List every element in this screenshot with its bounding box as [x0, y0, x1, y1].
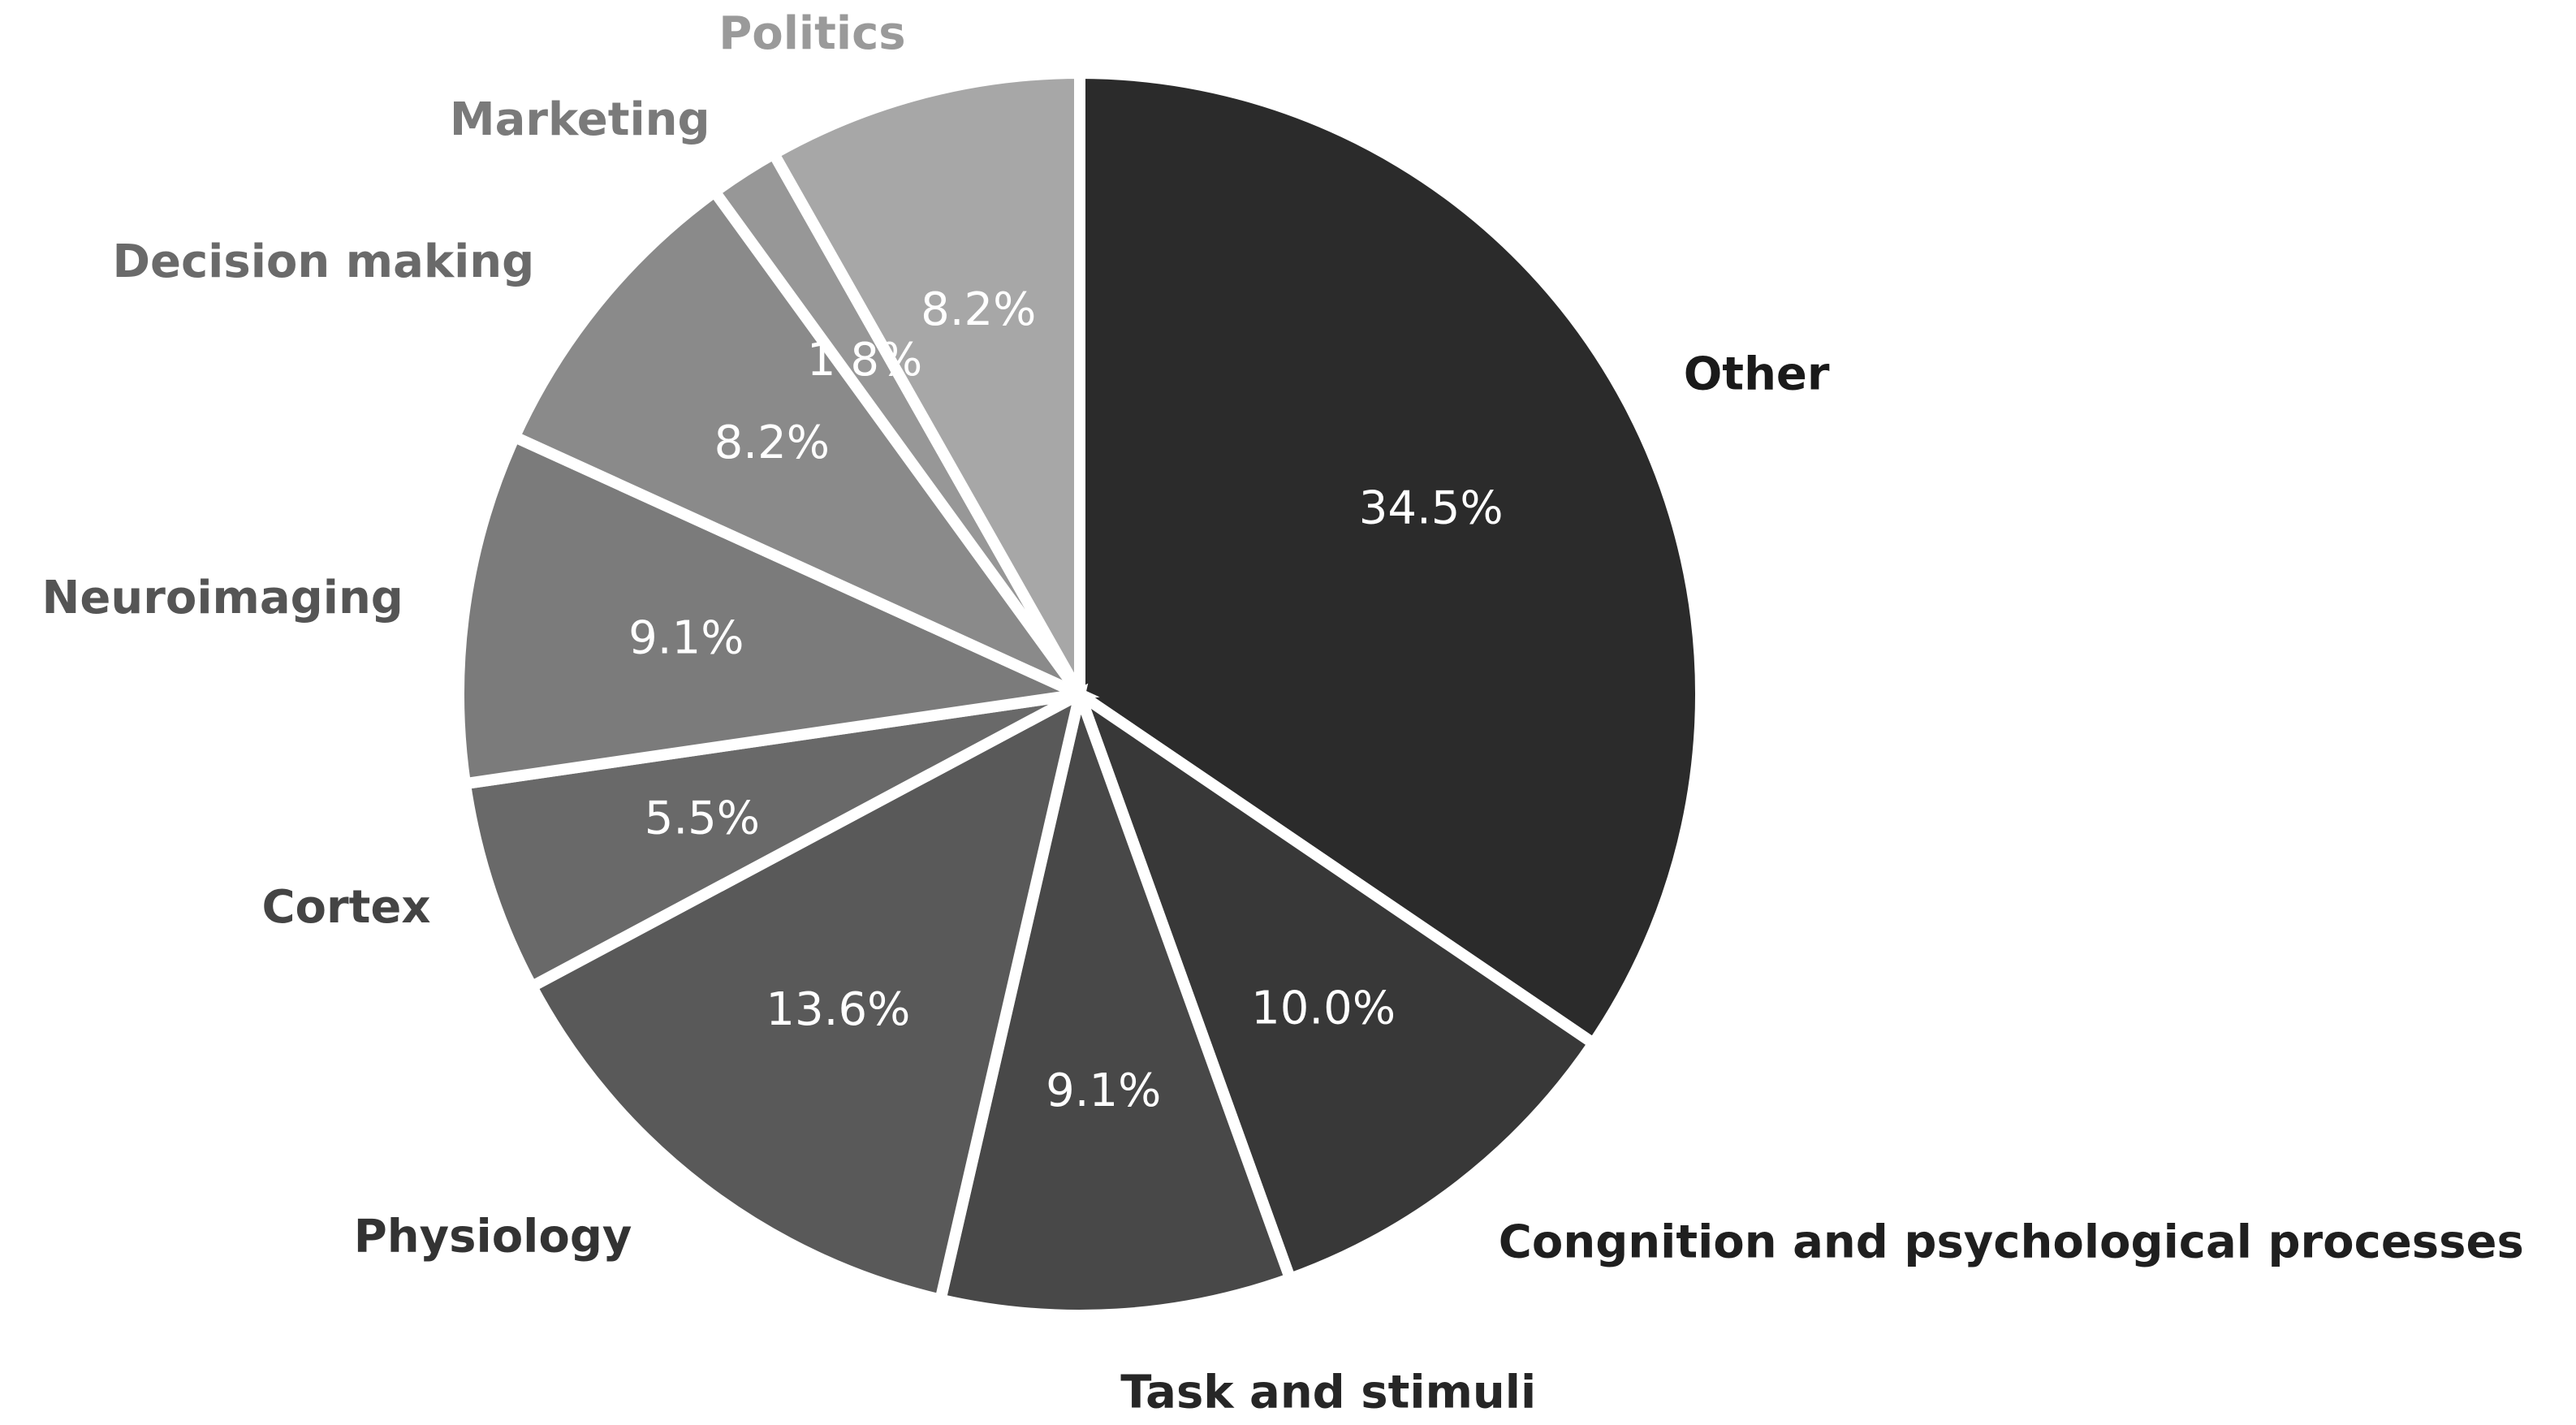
percent-label-decision-making: 8.2% [714, 417, 830, 469]
category-label-marketing: Marketing [450, 93, 710, 146]
slices-layer [453, 67, 1707, 1321]
category-label-neuroimaging: Neuroimaging [42, 572, 403, 624]
category-label-politics: Politics [718, 7, 905, 60]
pie-slice-politics [766, 67, 1085, 716]
category-label-physiology: Physiology [354, 1211, 632, 1263]
category-label-cortex: Cortex [261, 881, 430, 934]
percent-label-other: 34.5% [1359, 481, 1504, 534]
percent-labels-layer: 34.5%10.0%9.1%13.6%5.5%9.1%8.2%1.8%8.2% [628, 283, 1504, 1117]
percent-label-physiology: 13.6% [766, 983, 910, 1036]
category-label-other: Other [1684, 348, 1830, 401]
category-label-congnition-and-psychological-processes: Congnition and psychological processes [1499, 1216, 2524, 1268]
percent-label-neuroimaging: 9.1% [628, 612, 744, 665]
percent-label-marketing: 1.8% [807, 334, 922, 386]
percent-label-congnition-and-psychological-processes: 10.0% [1251, 982, 1396, 1034]
pie-slice-task-and-stimuli [934, 674, 1298, 1321]
pie-slice-congnition-and-psychological-processes [1068, 680, 1602, 1286]
category-label-decision-making: Decision making [113, 235, 535, 288]
category-label-task-and-stimuli: Task and stimuli [1120, 1367, 1536, 1419]
percent-label-cortex: 5.5% [645, 792, 760, 844]
pie-slice-cortex [459, 689, 1083, 995]
pie-slice-neuroimaging [453, 429, 1100, 791]
percent-label-task-and-stimuli: 9.1% [1046, 1064, 1161, 1117]
category-labels-layer: Other Congnition and psychological proces… [42, 7, 2524, 1419]
pie-slice-other [1074, 67, 1707, 1051]
pie-slice-physiology [524, 683, 1089, 1306]
percent-label-politics: 8.2% [921, 283, 1036, 336]
pie-slice-decision-making [507, 184, 1098, 709]
